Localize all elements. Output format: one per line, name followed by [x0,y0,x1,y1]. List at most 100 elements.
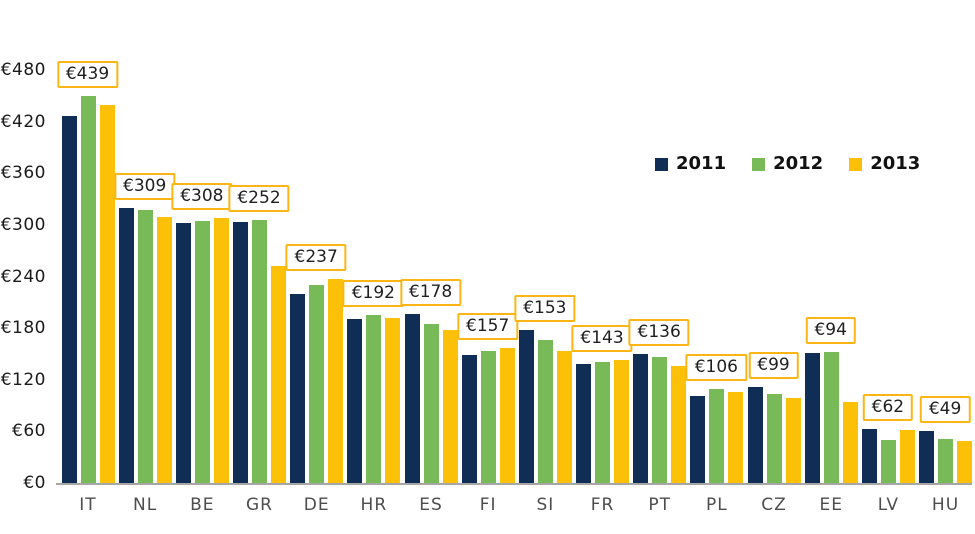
x-tick-label-hr: HR [360,495,388,515]
legend-item-2011: 2011 [655,155,726,173]
bar-2013-ee [842,402,858,483]
value-callout-cz: €99 [748,351,799,379]
bar-2012-hr [366,315,382,483]
bar-2011-si [518,329,534,483]
x-tick-label-hu: HU [931,495,960,515]
bar-2013-si [556,351,572,483]
bar-2013-es [442,329,458,483]
bar-group-be: €308 [171,0,233,483]
bar-2013-fi [499,347,515,483]
bar-2013-lv [899,429,915,483]
bar-2012-cz [766,393,782,483]
bar-2013-de [328,279,344,483]
value-callout-hu: €49 [919,395,971,423]
x-tick-label-it: IT [79,495,97,515]
legend-swatch-2011 [655,157,668,171]
x-tick-label-be: BE [190,495,215,515]
y-tick-label: €180 [0,318,46,339]
bar-2012-ee [823,352,839,483]
bar-2011-es [404,314,420,483]
x-tick-label-lv: LV [877,495,899,515]
bar-2011-hu [919,430,935,483]
y-tick-label: €0 [23,473,46,493]
y-tick-label: €120 [0,369,46,390]
bar-2013-fr [614,359,630,483]
bar-2012-it [80,95,96,483]
bar-2012-hu [938,439,954,483]
bar-group-hu: €49 [919,0,973,483]
value-callout-fr: €143 [571,324,633,352]
bar-group-pt: €136 [628,0,690,483]
bar-group-it: €439 [56,0,119,483]
bar-group-cz: €99 [747,0,801,483]
legend-swatch-2013 [849,157,863,171]
bar-group-gr: €252 [228,0,290,483]
value-callout-es: €178 [399,279,462,307]
x-tick-label-de: DE [303,495,330,515]
legend-label-2011: 2011 [676,153,727,174]
bar-2011-pt [633,353,649,483]
bar-2011-ee [804,353,820,483]
bar-2011-lv [861,428,877,483]
x-tick-label-es: ES [419,495,443,515]
bar-2013-nl [156,217,172,483]
bar-2012-si [537,340,553,483]
bar-group-lv: €62 [861,0,915,483]
x-tick-label-nl: NL [133,495,158,515]
bar-2012-pl [709,389,725,483]
bar-2012-be [194,220,210,483]
bar-2012-gr [252,219,267,483]
bar-2013-pl [728,391,744,483]
value-callout-fi: €157 [457,312,519,340]
bar-2011-cz [747,386,763,483]
value-callout-hr: €192 [342,280,404,308]
bar-2011-de [290,293,306,483]
bar-group-hr: €192 [342,0,404,483]
value-callout-si: €153 [514,294,576,322]
bar-2013-cz [785,397,801,483]
bar-2013-it [99,105,115,483]
bar-2012-fr [595,361,611,483]
bar-2012-lv [880,439,896,483]
bar-2013-pt [671,365,687,483]
bar-2011-fr [576,364,592,483]
y-tick-label: €300 [0,214,46,235]
x-tick-label-ee: EE [819,495,843,515]
value-callout-lv: €62 [862,393,914,421]
bar-2013-hu [957,440,973,483]
bar-2013-hr [385,317,401,483]
legend-label-2013: 2013 [870,153,921,174]
legend-item-2012: 2012 [752,155,823,173]
value-callout-pt: €136 [628,318,690,346]
value-callout-de: €237 [285,244,347,272]
x-tick-label-pl: PL [705,495,728,515]
value-callout-it: €439 [56,60,119,88]
bar-group-de: €237 [285,0,347,483]
value-callout-ee: €94 [805,317,856,345]
bar-2012-es [423,323,439,483]
legend-label-2012: 2012 [773,153,824,174]
plot-area: €439 €309 €308 €252 €237 €192 €178 €157 €153 €143… [56,0,973,485]
x-tick-label-si: SI [536,495,555,515]
bar-2011-pl [690,396,706,483]
bar-2011-it [61,116,77,483]
bar-2011-hr [347,318,363,483]
bar-2012-de [309,285,325,483]
value-callout-pl: €106 [685,354,747,382]
bar-group-fi: €157 [457,0,519,483]
y-tick-label: €480 [0,60,46,80]
y-axis: €0 €60 €120 €180 €240 €300 €360 €420 €480 [0,0,46,493]
x-tick-label-cz: CZ [761,495,787,515]
y-tick-label: €60 [12,421,46,442]
bar-group-es: €178 [399,0,462,483]
x-tick-label-gr: GR [246,495,273,515]
bar-group-nl: €309 [114,0,176,483]
legend-item-2013: 2013 [849,155,920,173]
bar-group-fr: €143 [571,0,633,483]
x-tick-label-fr: FR [590,495,615,515]
bar-2011-fi [461,354,477,483]
value-callout-nl: €309 [114,172,176,200]
bar-2011-gr [233,222,248,483]
x-axis-line [56,483,972,485]
